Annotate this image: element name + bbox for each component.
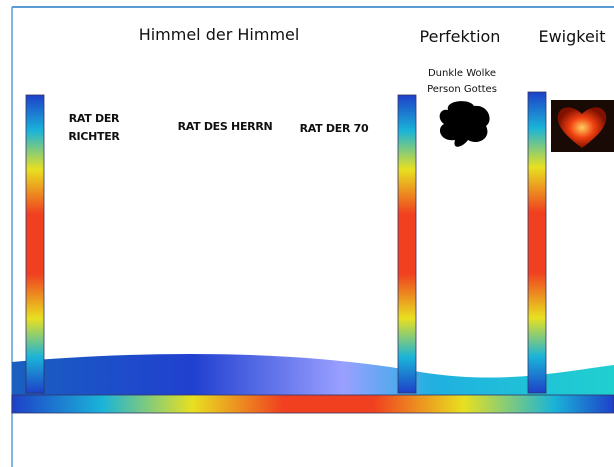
pillar	[528, 92, 546, 393]
council-label: RAT DER	[69, 112, 120, 125]
header: Perfektion	[420, 27, 501, 46]
header: Ewigkeit	[538, 27, 605, 46]
cloud-label: Dunkle Wolke	[428, 68, 496, 79]
pillar	[26, 95, 44, 393]
pillar	[398, 95, 416, 393]
cloud-label: Person Gottes	[427, 84, 497, 95]
council-label: RAT DER 70	[300, 122, 369, 135]
council-label: RICHTER	[68, 130, 120, 143]
floor-bar	[12, 395, 614, 413]
dark-cloud	[440, 101, 490, 147]
wave	[12, 354, 614, 395]
diagram: Himmel der Himmel Perfektion Ewigkeit RA…	[0, 0, 614, 467]
council-label: RAT DES HERRN	[178, 120, 273, 133]
header: Himmel der Himmel	[139, 25, 300, 44]
